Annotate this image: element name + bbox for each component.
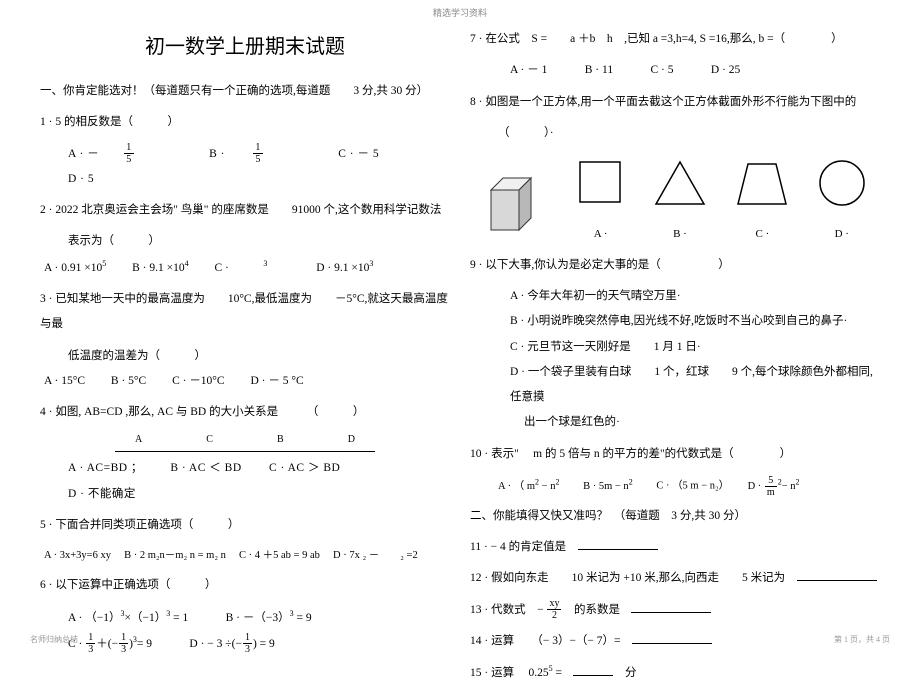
q3-opt-c: C · －10°C [172, 375, 225, 387]
q1-opt-c: C · － 5 [338, 148, 379, 160]
q3-options: A · 15°C B · 5°C C · －10°C D · － 5 °C [40, 369, 450, 394]
q10-opt-a: A · （ m2 − n2 [498, 481, 559, 492]
q7-opt-c: C · 5 [650, 64, 673, 76]
q2-opt-c: C · 3 [215, 262, 268, 274]
cube-shape [481, 172, 551, 246]
q4-opt-c: C · AC ＞ BD [269, 462, 340, 474]
triangle-shape: B · [650, 156, 710, 246]
q7-options: A · － 1 B · 11 C · 5 D · 25 [470, 58, 880, 83]
q5-opt-c: C · 4 ＋5 ab = 9 ab [239, 550, 320, 561]
q7-opt-d: D · 25 [711, 64, 740, 76]
q2-cont: 表示为（ ） [40, 229, 450, 254]
q1-opt-b: B · 15 [209, 148, 311, 160]
page-footer: 名师归纳总结 第 1 页，共 4 页 [0, 634, 920, 645]
q6-options-row1: A · （−1）3×（−1）3 = 1 B · －（−3）3 = 9 [40, 605, 450, 631]
q5-options: A · 3x+3y=6 xy B · 2 m₂n－m₂ n = m₂ n C ·… [40, 544, 450, 567]
section-2-heading: 二、你能填得又快又准吗？ （每道题 3 分,共 30 分） [470, 504, 880, 529]
numline-c: C [206, 429, 213, 451]
q11: 11 · − 4 的肯定值是 [470, 535, 880, 560]
q9-opt-c: C · 元旦节这一天刚好是 1 月 1 日· [470, 335, 880, 360]
q4-opt-b: B · AC ＜ BD [170, 462, 241, 474]
q6-opt-b: B · －（−3）3 = 9 [226, 612, 312, 624]
q10-opt-c: C · （5 m − n₂） [656, 481, 724, 492]
q2-opt-a: A · 0.91 ×105 [44, 262, 106, 274]
q8-shapes-row: A · B · C · D · [470, 156, 880, 246]
page-header: 精选学习资料 [0, 0, 920, 21]
doc-title: 初一数学上册期末试题 [40, 25, 450, 69]
circle-shape: D · [815, 156, 869, 246]
q4-opt-a: A · AC=BD ； [68, 462, 143, 474]
q3-opt-b: B · 5°C [111, 375, 146, 387]
q7-opt-b: B · 11 [585, 64, 613, 76]
left-column: 初一数学上册期末试题 一、你肯定能选对！（每道题只有一个正确的选项,每道题 3 … [30, 21, 460, 692]
q3: 3 · 已知某地一天中的最高温度为 10°C,最低温度为 －5°C,就这天最高温… [40, 287, 450, 338]
q3-opt-d: D · － 5 °C [250, 375, 303, 387]
q2-options: A · 0.91 ×105 B · 9.1 ×104 C · 3 D · 9.1… [40, 255, 450, 281]
page-columns: 初一数学上册期末试题 一、你肯定能选对！（每道题只有一个正确的选项,每道题 3 … [0, 21, 920, 692]
q10-opt-b: B · 5m − n2 [583, 481, 633, 492]
q4-opt-d: D · 不能确定 [68, 488, 136, 500]
q1-options: A · －15 B · 15 C · － 5 D · 5 [40, 142, 450, 193]
square-shape: A · [574, 156, 628, 246]
right-column: 7 · 在公式 S = a ＋b h ,已知 a =3,h=4, S =16,那… [460, 21, 890, 692]
numline-b: B [277, 429, 284, 451]
q12: 12 · 假如向东走 10 米记为 +10 米,那么,向西走 5 米记为 [470, 566, 880, 591]
q10-opt-d: D · 5m2− n2 [748, 481, 800, 492]
q5-opt-d: D · 7x ₂ － ₂ =2 [333, 550, 418, 561]
q1-opt-a: A · －15 [68, 148, 182, 160]
q5-opt-a: A · 3x+3y=6 xy [44, 550, 111, 561]
q1: 1 · 5 的相反数是（ ） [40, 110, 450, 135]
q8-cont: （ ）· [470, 121, 880, 146]
q6: 6 · 以下运算中正确选项（ ） [40, 573, 450, 598]
q4-options: A · AC=BD ； B · AC ＜ BD C · AC ＞ BD D · … [40, 456, 450, 507]
q2-opt-b: B · 9.1 ×104 [132, 262, 189, 274]
q9-opt-d: D · 一个袋子里装有白球 1 个，红球 9 个,每个球除颜色外都相同,任意摸 [470, 360, 880, 411]
q5: 5 · 下面合并同类项正确选项（ ） [40, 513, 450, 538]
q9-opt-d-cont: 出一个球是红色的· [470, 410, 880, 435]
q5-opt-b: B · 2 m₂n－m₂ n = m₂ n [124, 550, 226, 561]
q13: 13 · 代数式 − xy2 的系数是 [470, 598, 880, 623]
numline-d: D [348, 429, 355, 451]
q7: 7 · 在公式 S = a ＋b h ,已知 a =3,h=4, S =16,那… [470, 27, 880, 52]
footer-right: 第 1 页，共 4 页 [834, 634, 890, 645]
q2-opt-d: D · 9.1 ×103 [316, 262, 373, 274]
q10: 10 · 表示" m 的 5 倍与 n 的平方的差"的代数式是（ ） [470, 442, 880, 467]
q3-opt-a: A · 15°C [44, 375, 85, 387]
q4: 4 · 如图, AB=CD ,那么, AC 与 BD 的大小关系是 （ ） [40, 400, 450, 425]
q9-opt-b: B · 小明说昨晚突然停电,因光线不好,吃饭时不当心咬到自己的鼻子· [470, 309, 880, 334]
numline-a: A [135, 429, 142, 451]
section-1-heading: 一、你肯定能选对！（每道题只有一个正确的选项,每道题 3 分,共 30 分） [40, 79, 450, 104]
q3-cont: 低温度的温差为（ ） [40, 344, 450, 369]
q8: 8 · 如图是一个正方体,用一个平面去截这个正方体截面外形不行能为下图中的 [470, 90, 880, 115]
footer-left: 名师归纳总结 [30, 634, 78, 645]
q2: 2 · 2022 北京奥运会主会场" 鸟巢" 的座席数是 91000 个,这个数… [40, 198, 450, 223]
q10-options: A · （ m2 − n2 B · 5m − n2 C · （5 m − n₂）… [470, 473, 880, 498]
q1-opt-d: D · 5 [68, 173, 94, 185]
q9-opt-a: A · 今年大年初一的天气晴空万里· [470, 284, 880, 309]
q6-opt-a: A · （−1）3×（−1）3 = 1 [68, 612, 188, 624]
number-line: A C B D [115, 429, 375, 452]
q9: 9 · 以下大事,你认为是必定大事的是（ ） [470, 253, 880, 278]
q7-opt-a: A · － 1 [510, 64, 547, 76]
trapezoid-shape: C · [732, 156, 792, 246]
q15: 15 · 运算 0.255 = 分 [470, 660, 880, 686]
